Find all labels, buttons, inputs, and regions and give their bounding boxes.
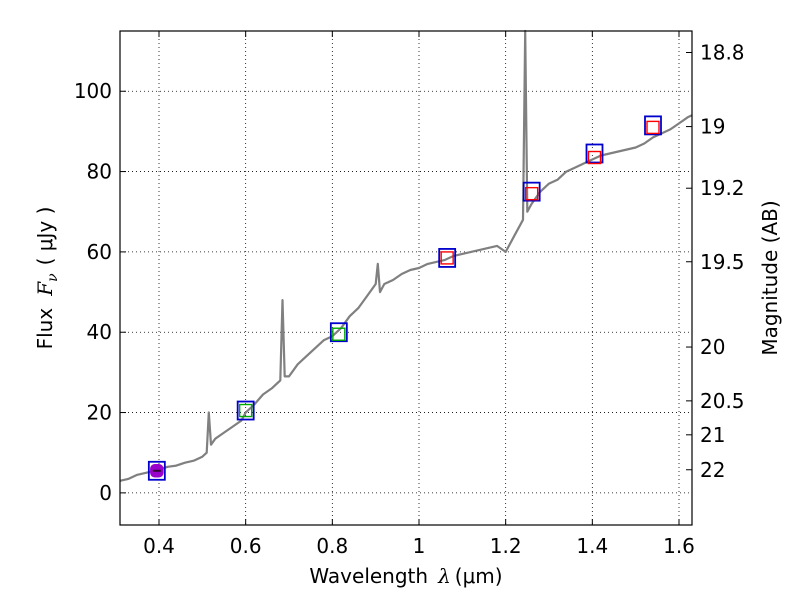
x-tick-label: 1 [413, 534, 426, 558]
magnitude-tick-label: 18.8 [700, 40, 745, 64]
grid-lines [120, 31, 692, 525]
model-point [332, 327, 346, 341]
spectrum-line [119, 29, 693, 482]
y-axis-label: FluxFν( μJy ) [33, 207, 61, 350]
y-tick-label: 80 [87, 160, 112, 184]
magnitude-tick-label: 22 [700, 458, 725, 482]
photometry-point [522, 181, 541, 202]
magnitude-tick-label: 19.2 [700, 176, 745, 200]
x-axis-label: Wavelength λ (μm) [309, 564, 502, 588]
magnitude-tick-label: 19 [700, 115, 725, 139]
spectrum-series [119, 29, 693, 482]
x-axis: 0.4 0.6 0.8 1 1.2 1.4 1.6 [143, 31, 695, 558]
y-tick-label: 60 [87, 240, 112, 264]
y-axis: 0 20 40 60 80 100 [74, 79, 126, 505]
magnitude-axis-label: Magnitude (AB) [758, 200, 782, 355]
magnitude-tick-label: 20 [700, 335, 725, 359]
magnitude-axis: 18.8 19 19.2 19.5 20 20.5 21 22 [686, 40, 745, 482]
y-tick-label: 0 [99, 481, 112, 505]
photometry-point [585, 143, 604, 164]
photometry-point [329, 322, 348, 343]
model-point [440, 251, 454, 265]
model-point [587, 150, 602, 165]
x-tick-label: 1.2 [490, 534, 522, 558]
model-point [646, 120, 660, 135]
y-tick-label: 40 [87, 320, 112, 344]
model-point [524, 186, 539, 201]
magnitude-tick-label: 19.5 [700, 250, 745, 274]
model-point [238, 403, 253, 418]
plot-frame [119, 30, 693, 526]
y-tick-label: 100 [74, 79, 112, 103]
photometry-point [438, 248, 457, 268]
x-tick-label: 0.6 [230, 534, 262, 558]
x-tick-label: 0.8 [316, 534, 348, 558]
photometry-point [644, 115, 662, 136]
x-tick-label: 0.4 [143, 534, 175, 558]
photometry-point [147, 460, 166, 481]
x-tick-label: 1.4 [576, 534, 608, 558]
x-tick-label: 1.6 [663, 534, 695, 558]
magnitude-tick-label: 20.5 [700, 389, 745, 413]
photometry-point [236, 400, 255, 421]
y-tick-label: 20 [87, 401, 112, 425]
photometry-series [147, 115, 662, 481]
magnitude-tick-label: 21 [700, 423, 725, 447]
